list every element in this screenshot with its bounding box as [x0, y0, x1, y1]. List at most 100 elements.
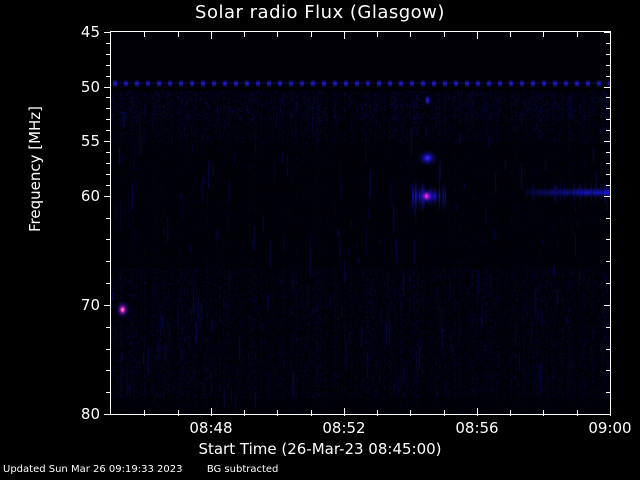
- x-tick-top-08:56: [477, 31, 478, 39]
- y-tick-minor-right-66: [606, 261, 611, 262]
- x-tick-minor-top-12: [510, 31, 511, 37]
- x-tick-major-08:56: [477, 408, 478, 416]
- x-tick-minor-top-6: [311, 31, 312, 37]
- y-tick-right-70: [604, 305, 611, 306]
- y-tick-minor-right-52: [606, 108, 611, 109]
- y-tick-minor-right-64: [606, 239, 611, 240]
- y-tick-label-45: 45: [80, 23, 100, 41]
- y-tick-right-60: [604, 196, 611, 197]
- y-tick-minor-72: [106, 327, 111, 328]
- x-tick-top-09:00: [610, 31, 611, 39]
- page-title: Solar radio Flux (Glasgow): [195, 2, 445, 23]
- y-tick-minor-right-76: [606, 370, 611, 371]
- y-tick-minor-74: [106, 349, 111, 350]
- y-tick-minor-64: [106, 239, 111, 240]
- x-tick-minor-top-1: [144, 31, 145, 37]
- x-tick-minor-top-14: [577, 31, 578, 37]
- y-tick-minor-48: [106, 65, 111, 66]
- x-tick-minor-5: [277, 410, 278, 416]
- y-tick-major-55: [104, 141, 111, 142]
- y-tick-major-45: [104, 32, 111, 33]
- footer-updated: Updated Sun Mar 26 09:19:33 2023: [3, 464, 183, 475]
- y-tick-minor-right-59: [606, 185, 611, 186]
- x-tick-label-08:48: 08:48: [189, 419, 233, 437]
- y-tick-label-70: 70: [80, 296, 100, 314]
- y-tick-minor-right-72: [606, 327, 611, 328]
- x-tick-minor-10: [444, 410, 445, 416]
- plot-frame: [110, 31, 611, 415]
- x-tick-major-08:48: [211, 408, 212, 416]
- y-tick-right-80: [604, 414, 611, 415]
- x-tick-minor-13: [543, 410, 544, 416]
- y-tick-label-80: 80: [80, 405, 100, 423]
- y-tick-major-70: [104, 305, 111, 306]
- y-tick-minor-right-51: [606, 97, 611, 98]
- x-tick-minor-12: [510, 410, 511, 416]
- y-tick-minor-62: [106, 218, 111, 219]
- y-tick-minor-right-62: [606, 218, 611, 219]
- y-tick-minor-right-74: [606, 349, 611, 350]
- y-tick-minor-76: [106, 370, 111, 371]
- y-tick-right-45: [604, 32, 611, 33]
- y-tick-major-80: [104, 414, 111, 415]
- x-tick-minor-1: [144, 410, 145, 416]
- x-tick-minor-top-5: [277, 31, 278, 37]
- y-tick-minor-right-53: [606, 119, 611, 120]
- x-tick-minor-top-4: [244, 31, 245, 37]
- x-tick-label-08:52: 08:52: [322, 419, 366, 437]
- y-tick-minor-49: [106, 76, 111, 77]
- y-tick-minor-right-78: [606, 392, 611, 393]
- y-tick-minor-78: [106, 392, 111, 393]
- y-tick-minor-59: [106, 185, 111, 186]
- y-tick-minor-56: [106, 152, 111, 153]
- x-tick-label-08:56: 08:56: [455, 419, 499, 437]
- x-tick-top-08:52: [344, 31, 345, 39]
- y-tick-minor-right-57: [606, 163, 611, 164]
- y-tick-minor-68: [106, 283, 111, 284]
- x-tick-minor-top-13: [543, 31, 544, 37]
- y-tick-minor-54: [106, 130, 111, 131]
- y-tick-major-60: [104, 196, 111, 197]
- x-tick-minor-top-8: [377, 31, 378, 37]
- y-tick-minor-right-46: [606, 43, 611, 44]
- x-tick-major-09:00: [610, 408, 611, 416]
- x-axis-title: Start Time (26-Mar-23 08:45:00): [198, 440, 442, 458]
- y-tick-minor-52: [106, 108, 111, 109]
- y-tick-minor-right-68: [606, 283, 611, 284]
- x-tick-major-08:52: [344, 408, 345, 416]
- y-tick-minor-53: [106, 119, 111, 120]
- y-tick-minor-right-58: [606, 174, 611, 175]
- y-tick-minor-right-54: [606, 130, 611, 131]
- spectrogram-canvas: [111, 32, 610, 414]
- y-tick-minor-47: [106, 54, 111, 55]
- footer: Updated Sun Mar 26 09:19:33 2023 BG subt…: [3, 464, 278, 475]
- x-tick-minor-2: [178, 410, 179, 416]
- y-tick-minor-58: [106, 174, 111, 175]
- y-tick-label-60: 60: [80, 187, 100, 205]
- x-tick-minor-9: [410, 410, 411, 416]
- y-tick-minor-right-48: [606, 65, 611, 66]
- y-tick-minor-57: [106, 163, 111, 164]
- y-tick-minor-right-56: [606, 152, 611, 153]
- x-tick-minor-top-2: [178, 31, 179, 37]
- x-tick-minor-top-9: [410, 31, 411, 37]
- y-tick-major-50: [104, 87, 111, 88]
- y-tick-label-55: 55: [80, 132, 100, 150]
- y-tick-right-55: [604, 141, 611, 142]
- x-tick-minor-4: [244, 410, 245, 416]
- y-tick-minor-right-47: [606, 54, 611, 55]
- y-tick-right-50: [604, 87, 611, 88]
- x-tick-top-08:48: [211, 31, 212, 39]
- x-tick-minor-8: [377, 410, 378, 416]
- y-tick-label-50: 50: [80, 78, 100, 96]
- y-tick-minor-46: [106, 43, 111, 44]
- x-tick-minor-6: [311, 410, 312, 416]
- y-tick-minor-66: [106, 261, 111, 262]
- x-tick-minor-top-10: [444, 31, 445, 37]
- y-tick-minor-51: [106, 97, 111, 98]
- x-tick-minor-14: [577, 410, 578, 416]
- y-tick-minor-right-49: [606, 76, 611, 77]
- footer-note: BG subtracted: [206, 464, 279, 475]
- x-tick-label-09:00: 09:00: [588, 419, 632, 437]
